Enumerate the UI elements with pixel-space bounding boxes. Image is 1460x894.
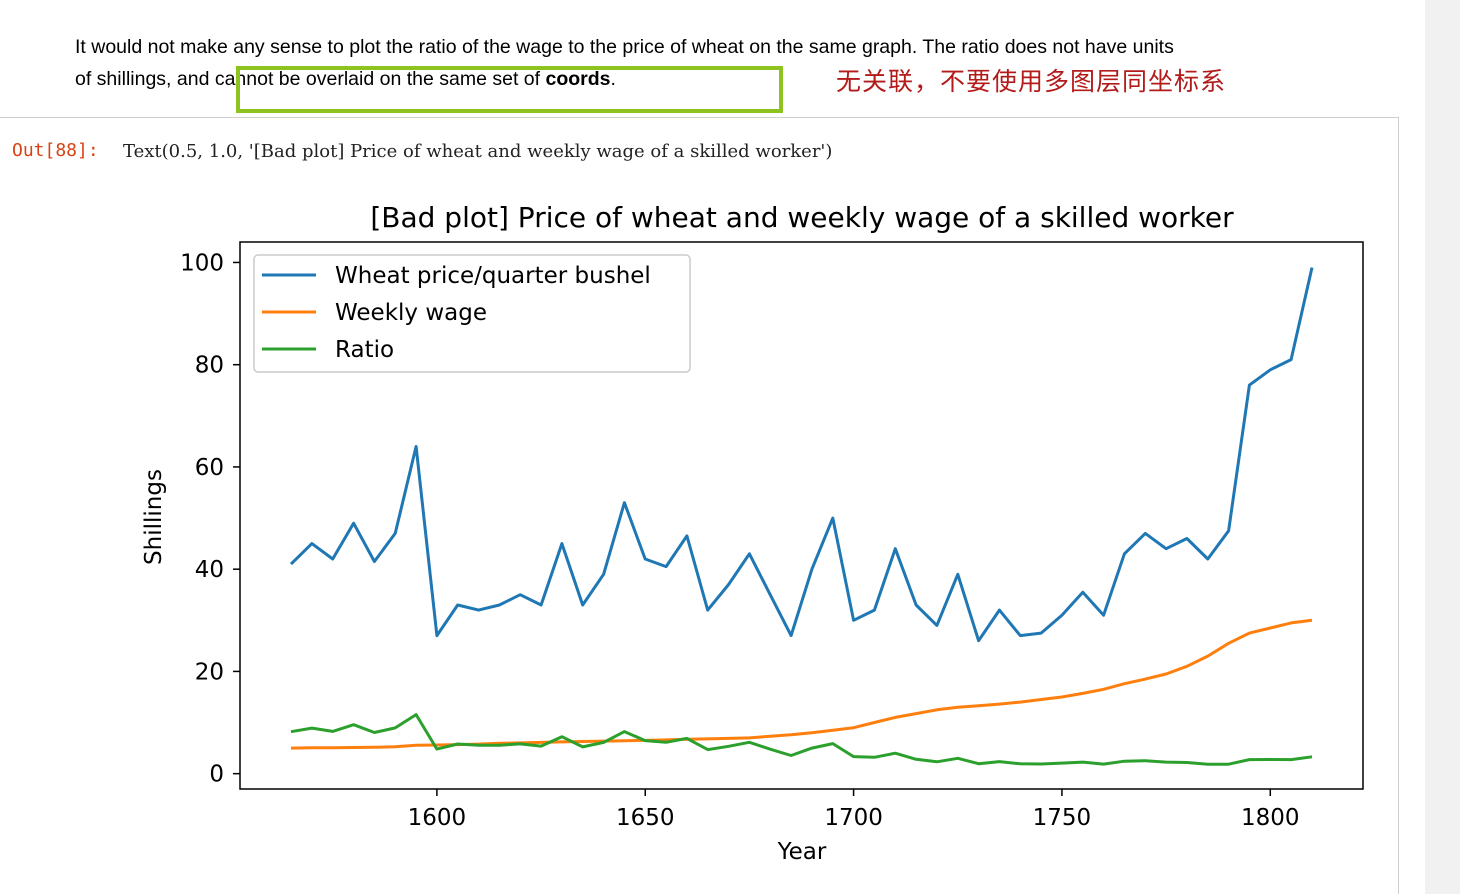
y-tick-label: 60: [195, 455, 224, 481]
markdown-line-1: It would not make any sense to plot the …: [75, 36, 1174, 58]
x-tick-label: 1650: [616, 805, 675, 831]
output-area: [0, 117, 1399, 894]
y-tick-label: 40: [195, 557, 224, 583]
chart-title: [Bad plot] Price of wheat and weekly wag…: [370, 201, 1234, 234]
markdown-paragraph: It would not make any sense to plot the …: [75, 31, 1395, 95]
output-prompt: Out[88]:: [12, 140, 99, 161]
y-axis: 0 20 40 60 80 100: [180, 250, 240, 788]
x-axis-label: Year: [777, 839, 827, 865]
output-text: Text(0.5, 1.0, '[Bad plot] Price of whea…: [123, 141, 833, 162]
scrollbar[interactable]: [1425, 0, 1460, 894]
y-axis-label: Shillings: [141, 469, 167, 565]
legend-label: Ratio: [335, 337, 394, 363]
series-line-1: [290, 618, 1313, 750]
legend: Wheat price/quarter bushel Weekly wage Rat…: [253, 254, 691, 373]
legend-label: Weekly wage: [335, 300, 487, 326]
series-lines: [289, 267, 1314, 766]
x-axis: 1600 1650 1700 1750 1800: [408, 789, 1300, 831]
x-tick-label: 1800: [1241, 805, 1300, 831]
y-tick-label: 80: [195, 353, 224, 379]
highlight-box: [236, 66, 783, 113]
series-line-0: [289, 267, 1314, 643]
x-tick-label: 1600: [408, 805, 467, 831]
y-tick-label: 100: [180, 250, 224, 276]
series-line-2: [290, 713, 1313, 766]
plot-frame: [239, 241, 1364, 790]
y-tick-label: 20: [195, 659, 224, 685]
coords-bold: coords: [545, 68, 611, 90]
x-tick-label: 1750: [1033, 805, 1092, 831]
x-tick-label: 1700: [824, 805, 883, 831]
legend-label: Wheat price/quarter bushel: [335, 263, 651, 289]
y-tick-label: 0: [209, 762, 224, 788]
markdown-line-2: of shillings, and cannot be overlaid on …: [75, 68, 616, 90]
annotation-note: 无关联，不要使用多图层同坐标系: [836, 67, 1227, 96]
chart: [Bad plot] Price of wheat and weekly wag…: [141, 201, 1364, 865]
legend-box: [253, 254, 691, 373]
